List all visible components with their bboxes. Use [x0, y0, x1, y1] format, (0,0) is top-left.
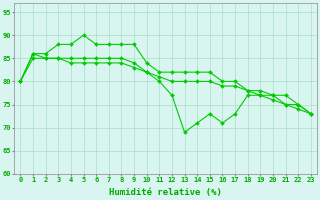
X-axis label: Humidité relative (%): Humidité relative (%)	[109, 188, 222, 197]
